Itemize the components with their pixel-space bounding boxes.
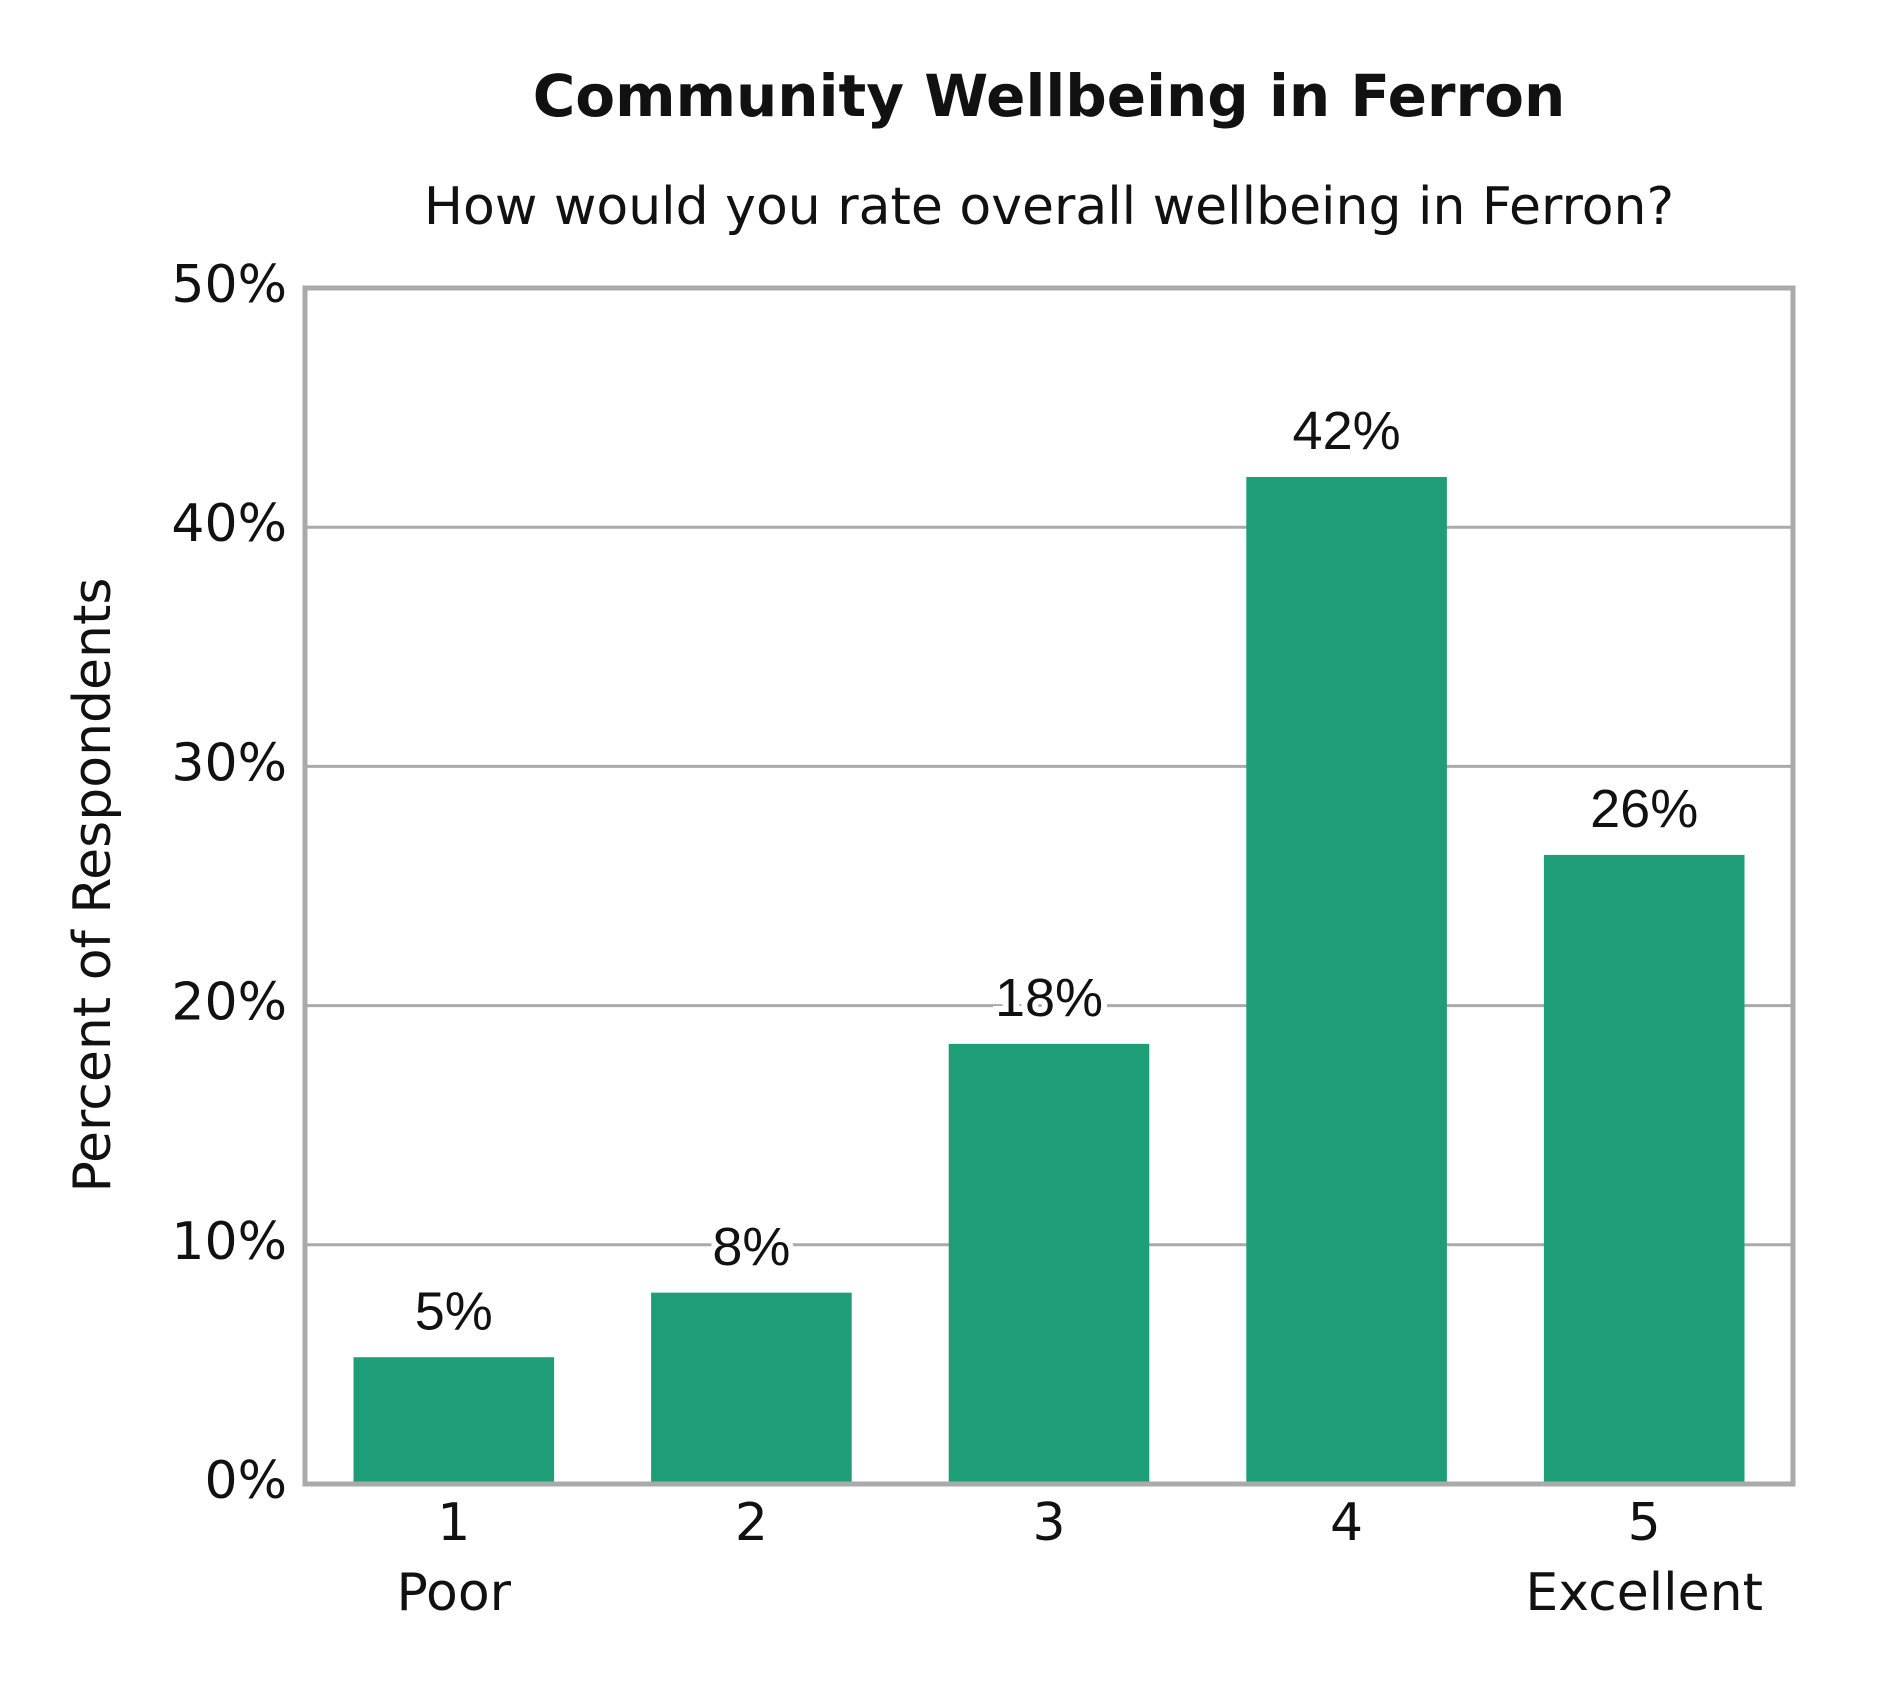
x-tick-label: 4 xyxy=(1330,1493,1363,1553)
chart-subtitle: How would you rate overall wellbeing in … xyxy=(424,177,1674,237)
bar xyxy=(1246,476,1447,1484)
x-tick-sublabel: Poor xyxy=(397,1563,512,1623)
y-tick-label: 0% xyxy=(205,1451,288,1511)
bar xyxy=(651,1292,852,1484)
y-tick-label: 40% xyxy=(171,494,287,554)
bar xyxy=(353,1357,555,1484)
value-label: 5% xyxy=(415,1281,493,1341)
y-tick-label: 50% xyxy=(171,255,287,315)
value-label: 8% xyxy=(712,1217,790,1277)
bar xyxy=(948,1043,1150,1484)
y-tick-label: 20% xyxy=(171,973,287,1033)
value-label: 26% xyxy=(1590,779,1698,839)
x-tick-label: 3 xyxy=(1032,1493,1065,1553)
value-label: 42% xyxy=(1293,401,1401,461)
y-axis-title: Percent of Respondents xyxy=(63,578,123,1193)
chart-title: Community Wellbeing in Ferron xyxy=(533,62,1566,130)
y-tick-label: 30% xyxy=(171,733,287,793)
x-tick-sublabel: Excellent xyxy=(1525,1563,1763,1623)
x-tick-label: 5 xyxy=(1628,1493,1661,1553)
bar xyxy=(1543,854,1745,1484)
y-tick-label: 10% xyxy=(171,1212,287,1272)
plot-frame xyxy=(302,285,1796,1487)
value-label: 18% xyxy=(995,968,1103,1028)
x-tick-label: 1 xyxy=(437,1493,470,1553)
x-tick-label: 2 xyxy=(735,1493,768,1553)
